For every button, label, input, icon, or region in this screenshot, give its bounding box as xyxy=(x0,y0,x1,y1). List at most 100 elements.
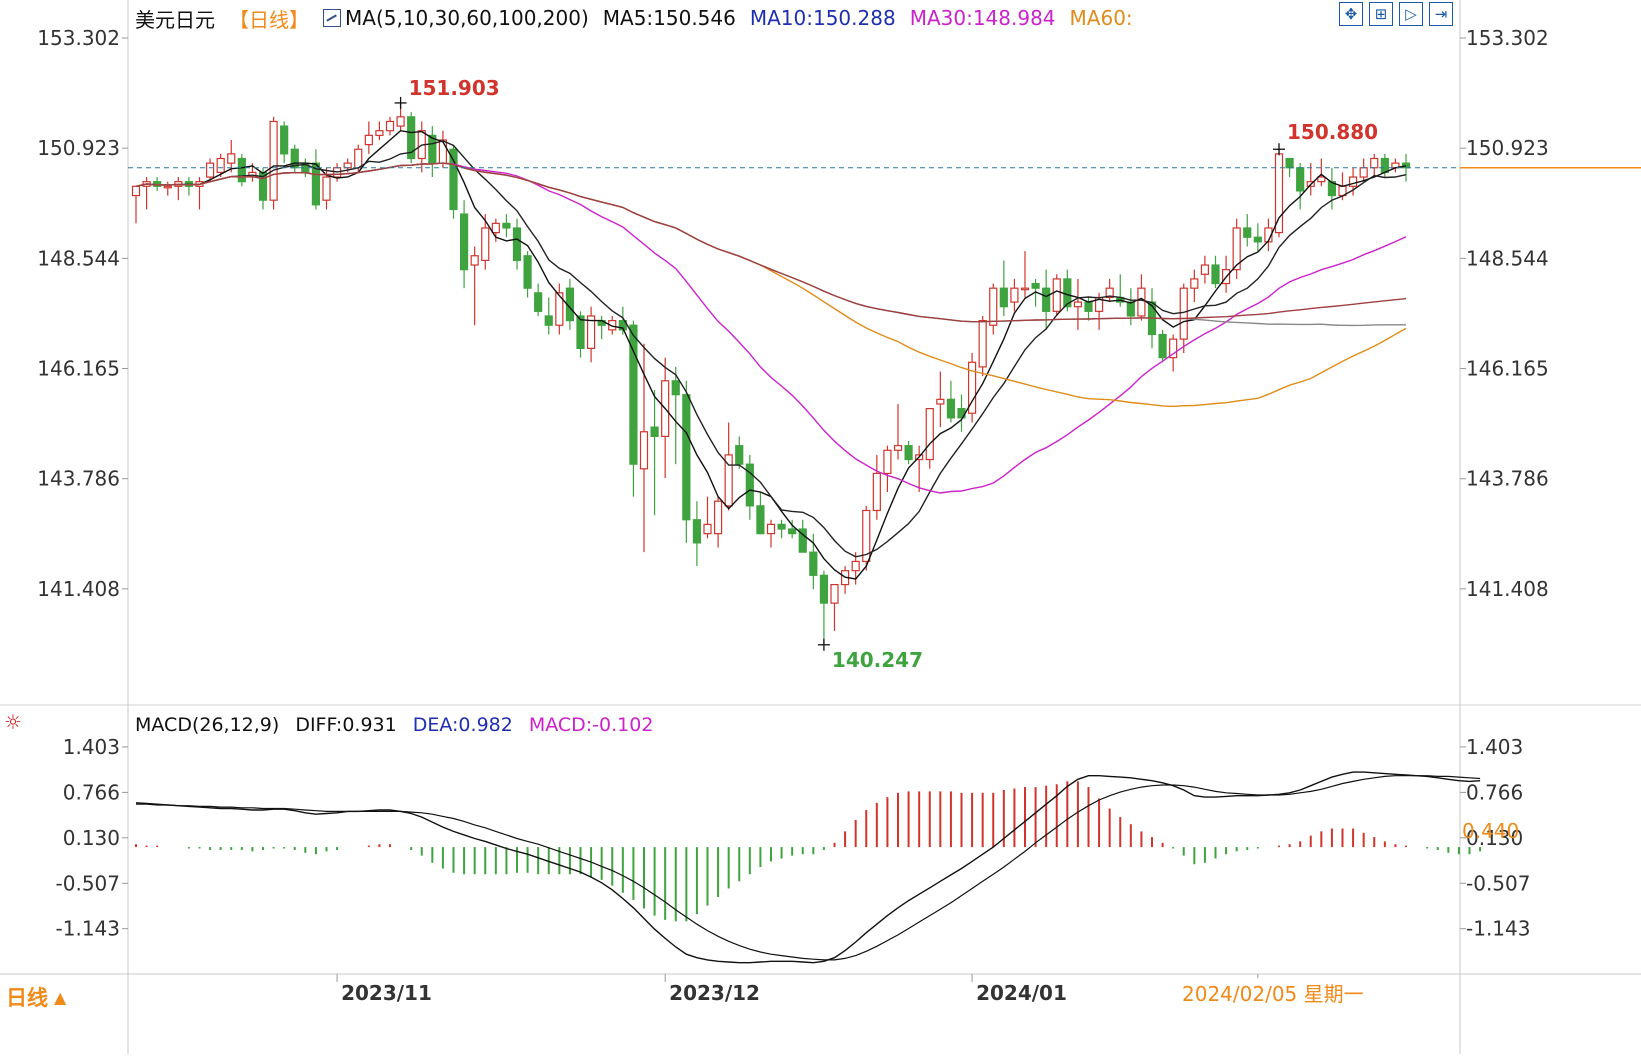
candle-body xyxy=(1052,278,1061,312)
candle-body xyxy=(671,380,680,396)
candle-body xyxy=(354,148,363,169)
candle-body xyxy=(1158,333,1167,359)
main-chart-header: 美元日元 【日线】 MA(5,10,30,60,100,200) MA5:150… xyxy=(135,3,1133,33)
indicator-settings-icon[interactable]: ☼ xyxy=(4,710,22,734)
symbol-label[interactable]: 美元日元 xyxy=(135,7,215,32)
candle-body xyxy=(713,500,723,535)
macd-y-label-right: 0.766 xyxy=(1466,780,1523,804)
macd-params-label[interactable]: MACD(26,12,9) xyxy=(135,714,280,736)
candle-body xyxy=(1200,264,1210,275)
candle-body xyxy=(311,162,321,206)
candle-body xyxy=(1169,338,1178,359)
candle-body xyxy=(216,157,225,174)
macd-y-label-left: -0.507 xyxy=(56,871,120,895)
recent-high-annotation: 150.880 xyxy=(1287,120,1378,144)
candle-body xyxy=(819,574,829,604)
macd-dea-line xyxy=(136,775,1481,961)
ma10-line xyxy=(135,140,1407,558)
candle-body xyxy=(851,560,860,572)
candle-body xyxy=(1137,287,1146,317)
chart-toolbar: ✥ ⊞ ▷ ⇥ xyxy=(1339,2,1453,26)
macd-y-label-left: -1.143 xyxy=(56,917,120,941)
period-label[interactable]: 【日线】 xyxy=(229,7,309,32)
candle-body xyxy=(703,523,712,535)
candle-body xyxy=(481,227,490,261)
macd-y-label-right: -0.507 xyxy=(1466,871,1530,895)
ma60-value: MA60: xyxy=(1069,6,1133,30)
candle-body xyxy=(227,153,236,164)
candle-body xyxy=(131,185,141,197)
macd-dea-value: DEA:0.982 xyxy=(412,714,513,736)
candle-body xyxy=(1073,301,1083,308)
macd-y-label-left: 1.403 xyxy=(63,735,120,759)
candle-body xyxy=(862,509,871,563)
ma-params[interactable]: MA(5,10,30,60,100,200) xyxy=(323,6,589,30)
candle-body xyxy=(639,431,649,470)
candle-body xyxy=(523,255,532,289)
candle-body xyxy=(512,227,522,261)
candle-body xyxy=(1370,157,1379,169)
y-tick-label-left: 153.302 xyxy=(37,26,120,50)
candle-body xyxy=(798,528,807,553)
candle-body xyxy=(999,287,1008,308)
candle-body xyxy=(1317,176,1326,183)
candle-body xyxy=(555,292,564,326)
candle-body xyxy=(1380,157,1389,174)
ma200-line xyxy=(135,162,1407,323)
candle-body xyxy=(936,398,945,405)
candle-body xyxy=(735,445,744,465)
low-annotation: 140.247 xyxy=(832,648,923,672)
candle-body xyxy=(428,134,437,164)
candle-body xyxy=(1296,167,1305,192)
candle-body xyxy=(280,125,289,155)
candle-body xyxy=(629,324,638,465)
candle-body xyxy=(946,398,956,419)
candle-body xyxy=(766,523,776,535)
ma-indicator-icon[interactable] xyxy=(323,9,341,27)
y-tick-label-right: 146.165 xyxy=(1466,357,1549,381)
candle-body xyxy=(237,157,246,183)
bar-chart-icon[interactable]: ⊞ xyxy=(1369,2,1393,26)
candle-body xyxy=(470,255,479,266)
play-icon[interactable]: ▷ xyxy=(1399,2,1423,26)
next-icon[interactable]: ⇥ xyxy=(1429,2,1453,26)
candle-body xyxy=(1042,287,1051,312)
y-tick-label-right: 141.408 xyxy=(1466,577,1549,601)
candle-body xyxy=(269,120,278,201)
y-tick-label-right: 143.786 xyxy=(1466,467,1549,491)
candle-body xyxy=(989,287,998,326)
period-tab[interactable]: 日线 ▲ xyxy=(6,982,66,1012)
chevron-up-icon: ▲ xyxy=(54,987,67,1007)
candle-body xyxy=(1401,162,1411,169)
candle-body xyxy=(586,315,596,349)
candle-body xyxy=(576,315,585,349)
date-tooltip: 2024/02/05 星期一 xyxy=(1176,978,1370,1006)
candle-body xyxy=(830,583,839,604)
ma5-value: MA5:150.546 xyxy=(602,6,736,30)
candle-body xyxy=(1285,157,1294,169)
candle-body xyxy=(1020,287,1030,291)
y-tick-label-right: 150.923 xyxy=(1466,136,1549,160)
candle-body xyxy=(978,320,987,368)
candle-body xyxy=(1031,282,1040,289)
candle-body xyxy=(343,162,352,169)
macd-right-marker: 0.440 xyxy=(1462,819,1519,843)
ma30-line xyxy=(135,162,1407,494)
candle-body xyxy=(544,315,553,326)
candle-body xyxy=(1232,227,1241,271)
crosshair-icon[interactable]: ✥ xyxy=(1339,2,1363,26)
candle-body xyxy=(925,407,934,461)
y-tick-label-left: 146.165 xyxy=(37,357,120,381)
candle-body xyxy=(650,426,659,437)
macd-diff-value: DIFF:0.931 xyxy=(295,714,397,736)
candle-body xyxy=(788,528,797,535)
candle-body xyxy=(1348,176,1358,187)
candle-body xyxy=(893,445,903,451)
candle-body xyxy=(872,472,881,512)
y-tick-label-left: 143.786 xyxy=(37,467,120,491)
period-tab-label: 日线 xyxy=(6,986,48,1010)
candle-body xyxy=(1243,227,1252,238)
candle-body xyxy=(491,222,500,234)
